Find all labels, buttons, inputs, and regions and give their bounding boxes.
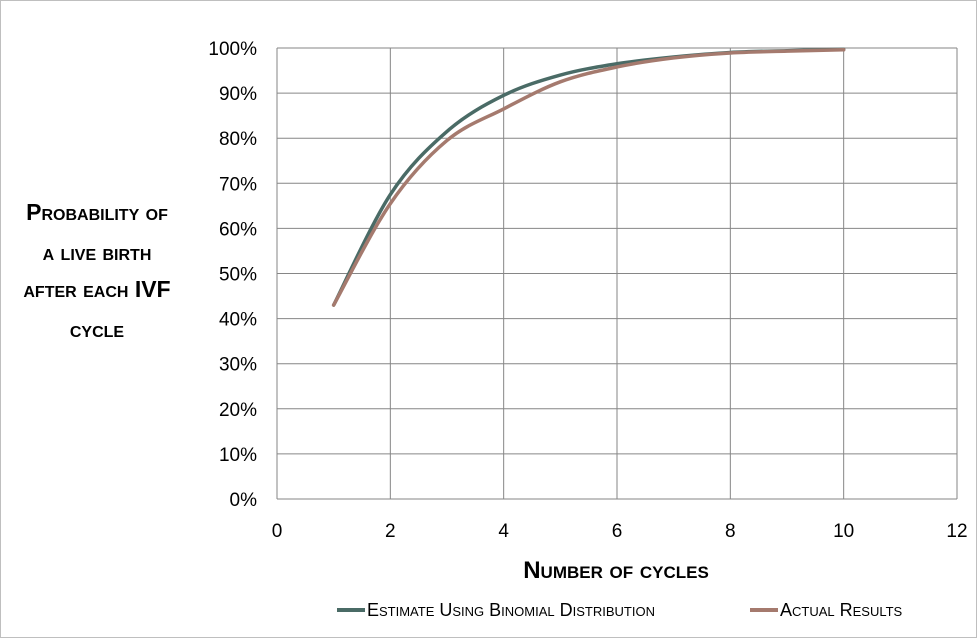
x-tick-label: 10 [833, 521, 854, 542]
x-tick-label: 4 [498, 521, 509, 542]
x-tick-label: 12 [946, 521, 967, 542]
y-axis-title-line: a live birth [43, 239, 152, 265]
x-axis-title: Number of cycles [523, 557, 709, 584]
y-tick-label: 70% [219, 174, 257, 195]
y-tick-label: 50% [219, 265, 257, 286]
y-axis-title-line: cycle [70, 316, 125, 342]
y-tick-label: 40% [219, 310, 257, 331]
y-axis-ticks: 0% 10% 20% 30% 40% 50% 60% 70% 80% 90% 100% [208, 39, 257, 511]
y-tick-label: 90% [219, 84, 257, 105]
y-axis-title: Probability of a live birth after each I… [23, 199, 170, 342]
x-tick-label: 2 [385, 521, 396, 542]
legend: Estimate Using Binomial Distribution Actu… [337, 600, 903, 620]
y-tick-label: 10% [219, 445, 257, 466]
y-tick-label: 30% [219, 355, 257, 376]
y-tick-label: 60% [219, 219, 257, 240]
y-tick-label: 80% [219, 129, 257, 150]
series-lines [331, 47, 846, 307]
x-tick-label: 6 [612, 521, 623, 542]
y-tick-label: 20% [219, 400, 257, 421]
legend-label: Estimate Using Binomial Distribution [367, 600, 655, 620]
x-axis-ticks: 0 2 4 6 8 10 12 [272, 521, 968, 542]
legend-label: Actual Results [780, 600, 903, 620]
series-line-1 [331, 48, 846, 307]
y-tick-label: 0% [230, 490, 258, 511]
y-tick-label: 100% [208, 39, 257, 60]
y-axis-title-line: after each IVF [23, 276, 170, 302]
x-tick-label: 8 [725, 521, 736, 542]
grid [276, 47, 958, 500]
x-tick-label: 0 [272, 521, 283, 542]
y-axis-title-line: Probability of [26, 199, 168, 225]
